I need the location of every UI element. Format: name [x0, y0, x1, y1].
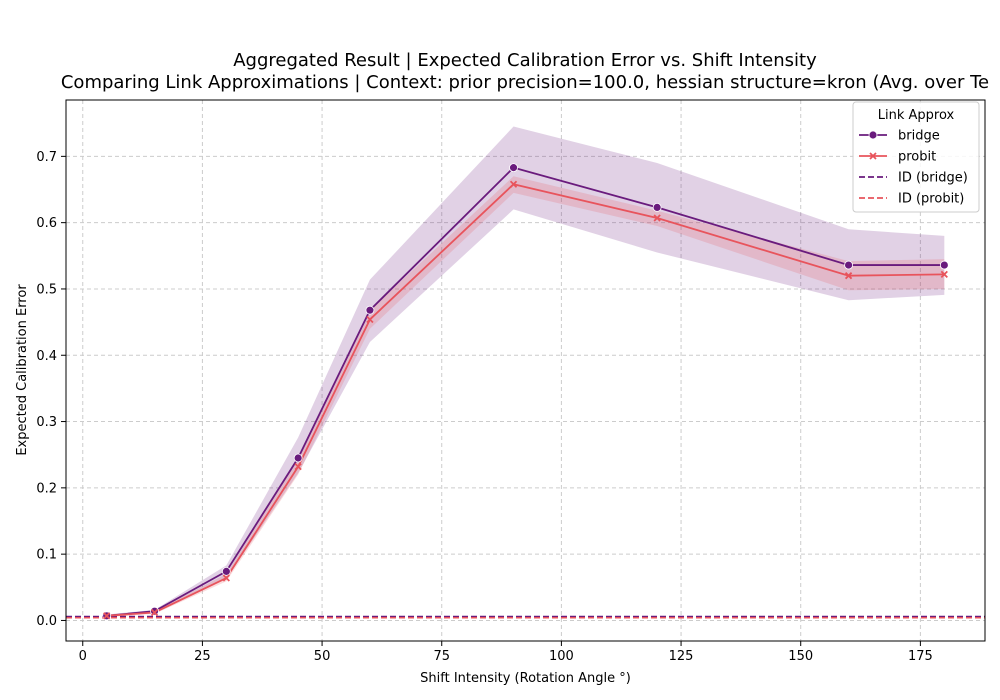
reference-lines — [66, 615, 985, 619]
data-point-bridge — [150, 606, 159, 616]
data-point-probit — [103, 612, 111, 620]
data-point-bridge — [221, 566, 231, 576]
y-tick-label: 0.7 — [36, 150, 57, 165]
data-point-probit-stroke — [844, 272, 853, 280]
y-tick-label: 0.2 — [36, 481, 57, 496]
legend-title: Link Approx — [878, 108, 955, 123]
data-point-probit — [366, 315, 374, 324]
legend-marker — [868, 130, 878, 140]
chart-subtitle: Comparing Link Approximations | Context:… — [61, 72, 989, 93]
data-point-bridge — [293, 453, 303, 463]
data-point-probit — [509, 180, 518, 188]
x-axis-label: Shift Intensity (Rotation Angle °) — [420, 671, 631, 686]
y-tick-label: 0.0 — [36, 614, 57, 629]
y-tick-label: 0.4 — [36, 349, 57, 364]
data-point-bridge — [365, 305, 375, 315]
y-tick-label: 0.1 — [36, 548, 57, 563]
series-markers — [102, 163, 949, 621]
y-tick-label: 0.6 — [36, 216, 57, 231]
legend-label: ID (bridge) — [898, 171, 968, 186]
legend-entries: bridge probit ID (bridge) ID (probit) — [859, 129, 968, 207]
data-point-bridge — [939, 260, 949, 270]
y-tick-label: 0.3 — [36, 415, 57, 430]
plot-frame — [65, 99, 986, 642]
x-tick-label: 150 — [788, 649, 813, 664]
data-point-bridge — [652, 203, 662, 212]
legend-marker — [869, 152, 877, 160]
data-point-probit-stroke — [294, 462, 302, 471]
y-tick-label: 0.5 — [36, 282, 57, 297]
data-point-probit-stroke — [940, 270, 948, 279]
x-tick-label: 25 — [194, 649, 211, 664]
data-point-probit — [653, 214, 661, 222]
x-tick-label: 100 — [549, 649, 574, 664]
y-axis-label: Expected Calibration Error — [15, 284, 30, 456]
data-point-probit-stroke — [509, 180, 518, 188]
legend-box — [852, 101, 980, 213]
legend-label: bridge — [898, 129, 940, 144]
data-point-probit-stroke — [103, 612, 111, 620]
x-tick-label: 50 — [314, 649, 331, 664]
data-point-probit — [294, 462, 302, 471]
data-point-probit-stroke — [366, 315, 374, 324]
data-point-probit — [844, 272, 853, 280]
data-point-probit — [222, 574, 230, 582]
legend-label: probit — [898, 150, 936, 165]
data-point-probit-stroke — [150, 608, 159, 617]
x-tick-label: 75 — [433, 649, 450, 664]
x-tick-label: 125 — [669, 649, 694, 664]
legend-marker-stroke — [869, 152, 877, 160]
data-point-bridge — [844, 260, 853, 270]
data-point-bridge — [509, 163, 518, 173]
x-axis-ticks: 0 25 50 75 100 125 150 175 — [79, 641, 933, 664]
x-tick-label: 0 — [79, 649, 87, 664]
x-tick-label: 175 — [908, 649, 933, 664]
chart-title: Aggregated Result | Expected Calibration… — [233, 50, 817, 71]
band-bridge — [106, 126, 945, 618]
legend: Link Approx bridge probit ID (bridge) ID (p… — [852, 101, 980, 213]
data-point-probit-stroke — [222, 574, 230, 582]
data-point-probit-stroke — [653, 214, 661, 222]
data-point-probit — [940, 270, 948, 279]
confidence-bands — [106, 126, 945, 618]
grid-lines — [66, 100, 985, 641]
data-point-probit — [150, 608, 159, 617]
legend-label: ID (probit) — [898, 192, 964, 207]
y-axis-ticks: 0.0 0.1 0.2 0.3 0.4 0.5 0.6 0.7 — [36, 150, 66, 629]
